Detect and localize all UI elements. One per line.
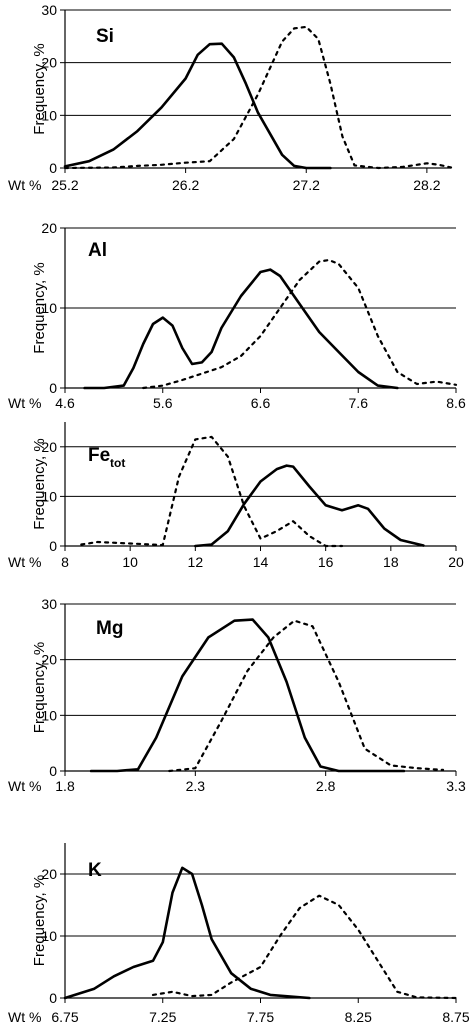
series-line-solid [89, 618, 406, 773]
x-axis-label: Wt % [8, 554, 41, 570]
x-tick-label: 8 [61, 554, 69, 570]
panel-title: Fe [88, 445, 110, 466]
y-tick-label: 0 [49, 380, 57, 396]
x-axis-label: Wt % [8, 778, 41, 794]
y-axis-label: Frequency, % [31, 642, 48, 733]
x-tick-label: 28.2 [413, 177, 440, 193]
panel-1: 0 10 20 30 25.2 26.2 27.2 28.2 Wt % Frequency, % S… [8, 2, 453, 193]
y-tick-label: 10 [41, 928, 57, 944]
y-tick-label: 20 [41, 220, 57, 236]
x-tick-label: 1.8 [55, 778, 75, 794]
x-tick-label: 12 [188, 554, 204, 570]
panel-title: K [88, 860, 102, 881]
x-tick-label: 3.3 [446, 778, 466, 794]
x-tick-label: 8.6 [446, 395, 466, 411]
series-line-dashed [168, 619, 445, 773]
x-tick-label: 25.2 [51, 177, 78, 193]
y-tick-label: 20 [41, 866, 57, 882]
y-tick-label: 0 [49, 538, 57, 554]
series-line-dashed [63, 25, 453, 170]
x-axis-label: Wt % [8, 177, 41, 193]
x-tick-label: 27.2 [293, 177, 320, 193]
x-tick-label: 6.6 [251, 395, 271, 411]
panel-3: 0 10 20 8 10 12 14 16 18 20 Wt % Frequency, % Fe tot [8, 422, 464, 570]
series-line-solid [63, 866, 311, 1000]
x-tick-label: 2.3 [186, 778, 206, 794]
panel-title: Mg [96, 618, 123, 639]
y-tick-label: 30 [41, 596, 57, 612]
x-tick-label: 7.25 [149, 1009, 176, 1025]
y-tick-label: 10 [41, 707, 57, 723]
y-axis-label: Frequency, % [31, 875, 48, 966]
y-axis-label: Frequency, % [31, 438, 48, 529]
series-line-dashed [151, 894, 458, 1000]
y-tick-label: 10 [41, 107, 57, 123]
x-tick-label: 8.25 [345, 1009, 372, 1025]
series-line-solid [63, 42, 332, 170]
x-tick-label: 20 [448, 554, 464, 570]
x-axis-label: Wt % [8, 395, 41, 411]
y-tick-label: 10 [41, 488, 57, 504]
y-tick-label: 30 [41, 2, 57, 18]
y-axis-label: Frequency, % [31, 43, 48, 134]
x-tick-label: 5.6 [153, 395, 173, 411]
y-tick-label: 20 [41, 652, 57, 668]
x-axis-label: Wt % [8, 1009, 41, 1025]
x-tick-label: 8.75 [442, 1009, 469, 1025]
series-line-solid [83, 268, 399, 390]
x-tick-label: 18 [383, 554, 399, 570]
series-line-dashed [142, 258, 458, 390]
panel-2: 0 10 20 4.6 5.6 6.6 7.6 8.6 Wt % Frequency, % Al [8, 220, 466, 411]
x-tick-label: 16 [318, 554, 334, 570]
series-line-solid [194, 464, 425, 548]
x-tick-label: 7.75 [247, 1009, 274, 1025]
x-tick-label: 14 [253, 554, 269, 570]
panel-4: 0 10 20 30 1.8 2.3 2.8 3.3 Wt % Frequency, % Mg [8, 596, 466, 794]
x-tick-label: 26.2 [172, 177, 199, 193]
x-tick-label: 10 [122, 554, 138, 570]
panel-5: 0 10 20 6.75 7.25 7.75 8.25 8.75 Wt % Frequency, … [8, 843, 470, 1025]
series-line-dashed [80, 435, 344, 548]
y-axis-label: Frequency, % [31, 262, 48, 353]
y-tick-label: 0 [49, 990, 57, 1006]
y-tick-label: 20 [41, 439, 57, 455]
x-tick-label: 4.6 [55, 395, 75, 411]
x-tick-label: 2.8 [316, 778, 336, 794]
y-tick-label: 10 [41, 300, 57, 316]
panel-title: Al [88, 240, 107, 261]
panel-title-subscript: tot [110, 456, 125, 470]
panel-title: Si [96, 26, 114, 47]
y-tick-label: 0 [49, 763, 57, 779]
y-tick-label: 0 [49, 160, 57, 176]
y-tick-label: 20 [41, 55, 57, 71]
x-tick-label: 7.6 [349, 395, 369, 411]
x-tick-label: 6.75 [51, 1009, 78, 1025]
